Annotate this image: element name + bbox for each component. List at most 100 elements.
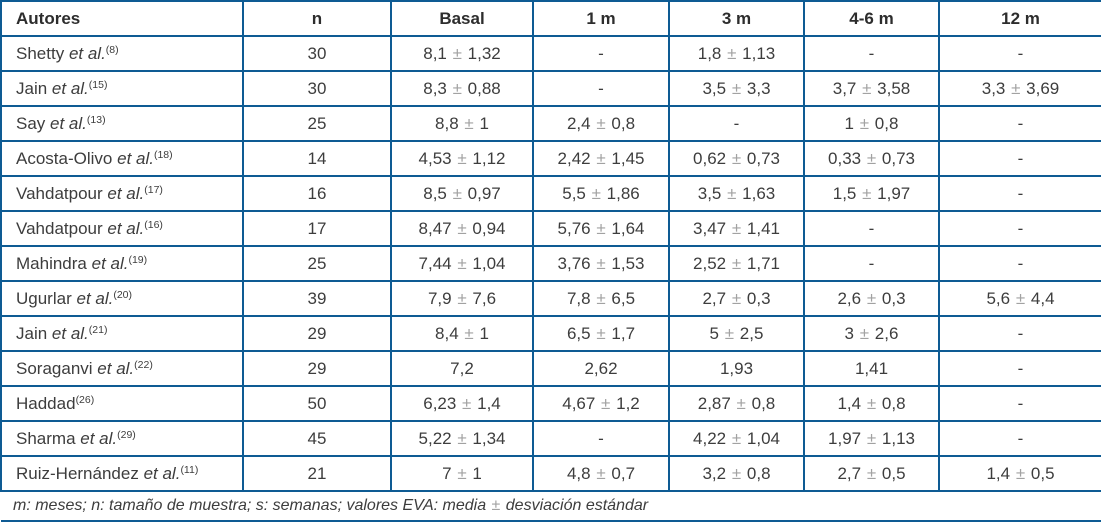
author-name: Acosta-Olivo [16,148,113,168]
value-cell: - [803,210,940,247]
author-cell: Ugurlar et al.(20) [0,280,244,317]
author-etal: et al. [76,288,114,308]
plus-minus-sign: ± [731,428,742,448]
value-cell: 14 [242,140,392,177]
plus-minus-sign: ± [731,218,742,238]
plus-minus-sign: ± [457,253,467,273]
author-name: Say [16,113,46,133]
value-cell: 4,67 ± 1,2 [532,385,670,422]
value-cell: 2,7 ± 0,5 [803,455,940,492]
reference-superscript: (17) [144,183,163,196]
reference-superscript: (19) [128,253,148,266]
value-cell: 7 ± 1 [390,455,534,492]
value-cell: 1,8 ± 1,13 [668,35,805,72]
value-cell: 3,76 ± 1,53 [532,245,670,282]
plus-minus-sign: ± [866,393,877,413]
author-etal: et al. [50,113,87,133]
author-etal: et al. [91,253,129,273]
value-cell: - [938,385,1101,422]
value-cell: 3,7 ± 3,58 [803,70,940,107]
value-cell: 0,62 ± 0,73 [668,140,805,177]
value-cell: - [803,245,940,282]
table-row: Acosta-Olivo et al.(18) 14 4,53 ± 1,12 2,42… [0,140,1101,177]
author-etal: et al. [51,323,89,343]
value-cell: 45 [242,420,392,457]
author-cell: Shetty et al.(8) [0,35,244,72]
author-cell: Vahdatpour et al.(16) [0,210,244,247]
plus-minus-sign: ± [452,183,462,203]
value-cell: 30 [242,70,392,107]
value-cell: 25 [242,245,392,282]
author-name: Ruiz-Hernández [16,463,139,483]
reference-superscript: (13) [86,113,106,126]
value-cell: 2,42 ± 1,45 [532,140,670,177]
author-cell: Jain et al.(15) [0,70,244,107]
value-cell: - [938,105,1101,142]
author-name: Jain [16,78,48,98]
value-cell: 21 [242,455,392,492]
value-cell: 7,8 ± 6,5 [532,280,670,317]
value-cell: 8,1 ± 1,32 [390,35,534,72]
value-cell: 7,9 ± 7,6 [390,280,534,317]
reference-superscript: (26) [75,393,95,406]
value-cell: 29 [242,315,392,352]
value-cell: - [938,140,1101,177]
table-footer: m: meses; n: tamaño de muestra; s: seman… [1,490,1101,522]
plus-minus-sign: ± [452,78,462,98]
value-cell: - [938,175,1101,212]
value-cell: 1,4 ± 0,5 [938,455,1101,492]
column-header-autores: Autores [0,0,244,37]
value-cell: 8,4 ± 1 [390,315,534,352]
reference-superscript: (18) [153,148,173,161]
value-cell: 4,8 ± 0,7 [532,455,670,492]
table-row: Sharma et al.(29) 45 5,22 ± 1,34-4,22 ± 1,… [0,420,1101,457]
value-cell: 1,93 [668,350,805,387]
plus-minus-sign: ± [866,428,877,448]
reference-superscript: (21) [88,323,108,336]
table-row: Ruiz-Hernández et al.(11) 21 7 ± 1 4,8 ± 0,… [0,455,1101,492]
plus-minus-sign: ± [731,78,742,98]
reference-superscript: (20) [113,288,133,301]
table-footnote: m: meses; n: tamaño de muestra; s: seman… [1,490,1101,522]
table-row: Say et al.(13) 25 8,8 ± 1 2,4 ± 0,8-1 ± 0,8… [0,105,1101,142]
value-cell: 5 ± 2,5 [668,315,805,352]
plus-minus-sign: ± [457,288,467,308]
author-name: Vahdatpour [16,183,103,203]
author-etal: et al. [143,463,181,483]
value-cell: 1,5 ± 1,97 [803,175,940,212]
author-name: Soraganvi [16,358,93,378]
author-cell: Soraganvi et al.(22) [0,350,244,387]
value-cell: - [532,35,670,72]
plus-minus-sign: ± [491,497,501,514]
table-row: Shetty et al.(8) 30 8,1 ± 1,32-1,8 ± 1,13-… [0,35,1101,72]
value-cell: 3,3 ± 3,69 [938,70,1101,107]
value-cell: 7,2 [390,350,534,387]
plus-minus-sign: ± [596,463,606,483]
reference-superscript: (16) [144,218,163,231]
author-etal: et al. [80,428,118,448]
value-cell: 7,44 ± 1,04 [390,245,534,282]
value-cell: 8,5 ± 0,97 [390,175,534,212]
value-cell: 2,6 ± 0,3 [803,280,940,317]
value-cell: 5,6 ± 4,4 [938,280,1101,317]
author-cell: Say et al.(13) [0,105,244,142]
table-header: Autores n Basal 1 m 3 m 4-6 m 12 m [0,0,1101,37]
plus-minus-sign: ± [464,323,474,343]
plus-minus-sign: ± [457,148,467,168]
value-cell: 5,76 ± 1,64 [532,210,670,247]
value-cell: 2,87 ± 0,8 [668,385,805,422]
plus-minus-sign: ± [596,148,606,168]
author-name: Vahdatpour [16,218,103,238]
value-cell: 3,5 ± 3,3 [668,70,805,107]
reference-superscript: (8) [105,43,119,56]
table-row: Haddad(26) 50 6,23 ± 1,4 4,67 ± 1,2 2,87 ± 0… [0,385,1101,422]
value-cell: 3,5 ± 1,63 [668,175,805,212]
value-cell: 5,5 ± 1,86 [532,175,670,212]
column-header-12m: 12 m [938,0,1101,37]
value-cell: 3,2 ± 0,8 [668,455,805,492]
column-header-4-6m: 4-6 m [803,0,940,37]
value-cell: - [938,210,1101,247]
value-cell: 1 ± 0,8 [803,105,940,142]
plus-minus-sign: ± [596,113,606,133]
